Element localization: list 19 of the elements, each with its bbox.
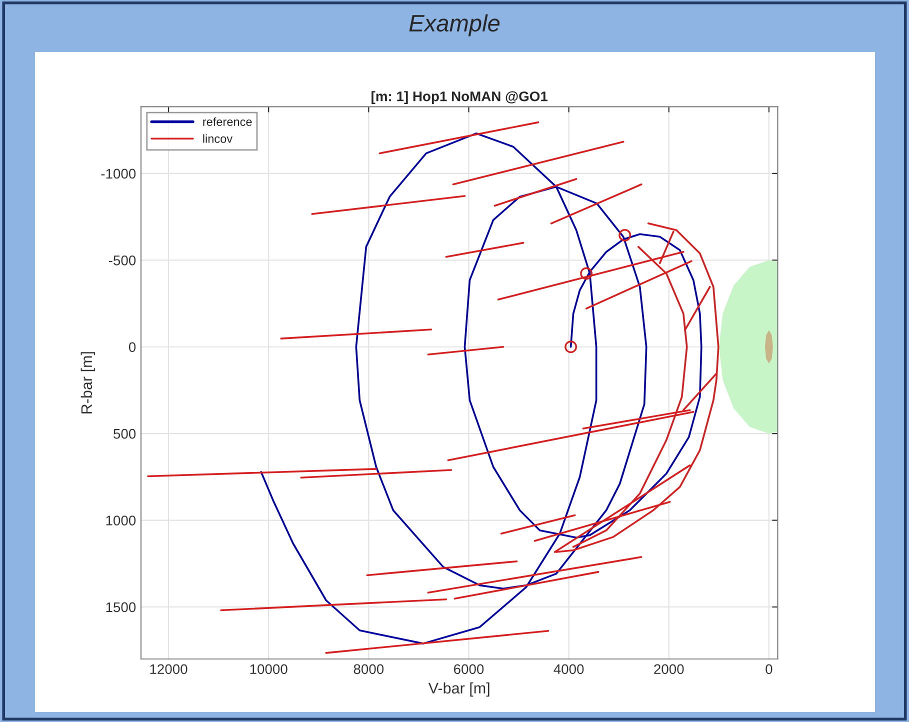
x-tick-label: 6000 xyxy=(454,664,484,674)
x-tick-label: 4000 xyxy=(554,664,584,674)
x-axis-title: V-bar [m] xyxy=(428,682,490,697)
y-tick-label: 1500 xyxy=(106,602,136,612)
text: Example xyxy=(409,14,500,36)
x-tick-label: 10000 xyxy=(250,664,288,674)
y-axis-title: R-bar [m] xyxy=(80,352,96,414)
y-tick-label: 0 xyxy=(128,342,136,352)
x-tick-label: 0 xyxy=(766,664,772,674)
chart-title: [m: 1] Hop1 NoMAN @GO1 xyxy=(372,91,548,104)
legend-label: reference xyxy=(203,117,252,126)
y-tick-label: -1000 xyxy=(101,168,136,179)
x-tick-label: 8000 xyxy=(354,664,384,674)
y-tick-label: 500 xyxy=(114,428,136,439)
legend-label: lincov xyxy=(203,134,233,143)
x-tick-label: 2000 xyxy=(654,664,684,674)
y-tick-label: -500 xyxy=(108,256,136,266)
x-tick-label: 12000 xyxy=(150,664,188,674)
y-tick-label: 1000 xyxy=(106,516,136,526)
